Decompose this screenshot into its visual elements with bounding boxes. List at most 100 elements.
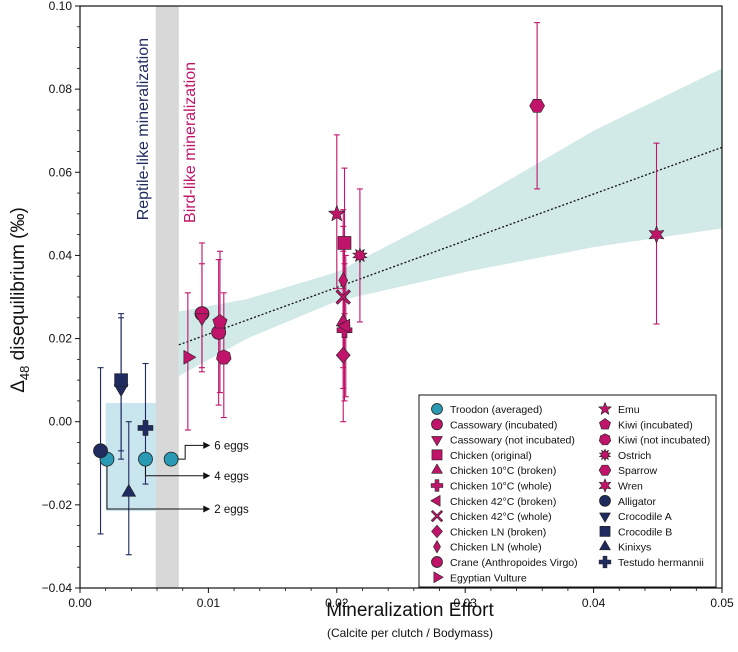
- legend-item-kiwi-not-incubated-marker: [598, 433, 612, 446]
- y-tick-label: 0.00: [49, 415, 73, 429]
- legend-item-chicken-42-c-broken: Chicken 42°C (broken): [430, 495, 556, 508]
- callout-6-eggs-label: 6 eggs: [214, 440, 249, 452]
- legend-item-crane-anthropoides-virgo-marker: [431, 556, 443, 568]
- point-alligator: [93, 443, 108, 459]
- regression-line: [178, 146, 723, 346]
- legend-item-troodon-averaged: Troodon (averaged): [431, 403, 542, 416]
- point-troodon-averaged: [163, 451, 179, 467]
- callout-4-eggs-label: 4 eggs: [214, 471, 249, 483]
- legend-item-testudo-hermannii: Testudo hermannii: [598, 555, 704, 569]
- callout-4-eggs-line: [144, 466, 204, 477]
- legend-item-chicken-original: Chicken (original): [431, 449, 532, 462]
- callout-2-eggs-label: 2 eggs: [214, 504, 249, 516]
- legend-item-chicken-ln-whole: Chicken LN (whole): [433, 540, 542, 554]
- callout-6-eggs-line: [178, 444, 204, 460]
- legend-item-egyptian-vulture-marker: [433, 571, 444, 584]
- x-tick-label: 0.02: [325, 596, 349, 610]
- legend-item-crocodile-a-label: Crocodile A: [618, 511, 672, 523]
- legend-item-crocodile-a: Crocodile A: [599, 511, 672, 523]
- y-tick-label: 0.06: [49, 165, 73, 179]
- point-chicken-42-c-broken: [337, 318, 351, 334]
- y-tick-label: 0.08: [49, 82, 73, 96]
- point-kiwi-not-incubated: [216, 349, 232, 365]
- legend-box: [418, 394, 717, 588]
- x-tick-label: 0.00: [68, 596, 92, 610]
- legend-item-chicken-ln-whole-label: Chicken LN (whole): [450, 542, 542, 554]
- y-tick-label: 0.10: [49, 0, 73, 13]
- mineralization-divider-band: [155, 6, 179, 588]
- legend-item-kiwi-not-incubated-label: Kiwi (not incubated): [618, 435, 710, 447]
- legend-item-kinixys-marker: [599, 540, 611, 551]
- legend-item-chicken-42-c-whole: Chicken 42°C (whole): [431, 510, 552, 523]
- point-kinixys: [121, 484, 137, 497]
- legend-item-alligator-label: Alligator: [618, 496, 656, 508]
- point-egyptian-vulture: [183, 350, 197, 365]
- legend-item-sparrow-marker: [598, 464, 612, 476]
- x-axis-subtitle: (Calcite per clutch / Bodymass): [327, 626, 493, 640]
- legend-item-testudo-hermannii-marker: [598, 555, 612, 569]
- legend-item-crane-anthropoides-virgo: Crane (Anthropoides Virgo): [431, 556, 578, 569]
- point-chicken-original: [337, 236, 352, 250]
- legend-item-cassowary-not-incubated: Cassowary (not incubated): [431, 435, 575, 447]
- point-ostrich: [352, 247, 368, 264]
- legend-item-emu-label: Emu: [618, 404, 640, 416]
- legend-item-chicken-ln-broken: Chicken LN (broken): [431, 524, 546, 538]
- point-troodon-averaged: [138, 451, 153, 467]
- legend-item-egyptian-vulture-label: Egyptian Vulture: [450, 572, 527, 584]
- x-axis-title: Mineralization Effort: [326, 600, 494, 621]
- legend-item-egyptian-vulture: Egyptian Vulture: [433, 571, 527, 584]
- point-chicken-ln-whole: [338, 272, 349, 289]
- legend-item-wren: Wren: [598, 478, 643, 493]
- legend-item-chicken-10-c-whole-label: Chicken 10°C (whole): [450, 481, 552, 493]
- legend-item-emu-marker: [598, 402, 612, 415]
- legend-item-crane-anthropoides-virgo-label: Crane (Anthropoides Virgo): [450, 557, 578, 569]
- point-emu: [328, 205, 346, 222]
- legend-item-ostrich-marker: [599, 448, 611, 462]
- legend-item-chicken-ln-broken-marker: [431, 524, 443, 538]
- legend-item-alligator: Alligator: [599, 494, 656, 508]
- legend-item-chicken-10-c-whole-marker: [430, 479, 444, 492]
- legend-item-chicken-10-c-broken-marker: [431, 463, 443, 474]
- legend-item-crocodile-b: Crocodile B: [599, 526, 672, 538]
- legend-item-kiwi-incubated-label: Kiwi (incubated): [618, 419, 693, 431]
- callout-4-eggs-arrow: [203, 472, 211, 480]
- point-sparrow: [529, 98, 545, 113]
- bird-region-label: Bird-like mineralization: [182, 62, 199, 223]
- legend-item-crocodile-a-marker: [599, 512, 611, 523]
- legend-item-cassowary-incubated-label: Cassowary (incubated): [450, 419, 557, 431]
- point-testudo-hermannii: [137, 420, 154, 436]
- point-chicken-ln-broken: [335, 346, 351, 364]
- legend-item-chicken-ln-broken-label: Chicken LN (broken): [450, 526, 546, 538]
- legend-item-emu: Emu: [598, 402, 640, 416]
- x-tick-label: 0.03: [454, 596, 478, 610]
- reptile-region-label: Reptile-like mineralization: [135, 38, 152, 220]
- y-tick-label: 0.04: [49, 248, 73, 262]
- legend-item-chicken-42-c-whole-marker: [431, 510, 443, 523]
- legend-item-cassowary-not-incubated-marker: [431, 436, 443, 447]
- legend-item-testudo-hermannii-label: Testudo hermannii: [618, 557, 704, 569]
- legend-item-kiwi-incubated-marker: [599, 418, 611, 430]
- legend-item-cassowary-not-incubated-label: Cassowary (not incubated): [450, 435, 575, 447]
- legend-item-chicken-42-c-whole-label: Chicken 42°C (whole): [450, 511, 552, 523]
- legend-item-kiwi-not-incubated: Kiwi (not incubated): [598, 433, 710, 447]
- legend-item-chicken-42-c-broken-marker: [430, 495, 441, 507]
- y-axis-title-subscript: 48: [17, 366, 32, 380]
- point-wren: [648, 225, 665, 244]
- legend-item-cassowary-incubated: Cassowary (incubated): [431, 418, 557, 431]
- point-cassowary-not-incubated: [194, 313, 210, 327]
- legend-item-kiwi-incubated: Kiwi (incubated): [599, 418, 693, 431]
- legend-item-chicken-original-marker: [431, 449, 443, 461]
- legend-item-alligator-marker: [599, 494, 611, 507]
- legend-item-ostrich-label: Ostrich: [618, 450, 651, 462]
- legend-item-wren-marker: [598, 478, 612, 493]
- x-tick-label: 0.04: [582, 596, 606, 610]
- y-tick-label: −0.04: [42, 581, 73, 595]
- legend-item-sparrow-label: Sparrow: [618, 465, 658, 477]
- legend-item-kinixys: Kinixys: [599, 540, 651, 554]
- callout-6-eggs-arrow: [203, 441, 211, 449]
- legend-item-ostrich: Ostrich: [599, 448, 651, 462]
- callout-2-eggs-line: [106, 466, 204, 510]
- legend-item-wren-label: Wren: [618, 481, 643, 493]
- point-kiwi-incubated: [212, 314, 228, 329]
- legend-item-cassowary-incubated-marker: [431, 418, 443, 431]
